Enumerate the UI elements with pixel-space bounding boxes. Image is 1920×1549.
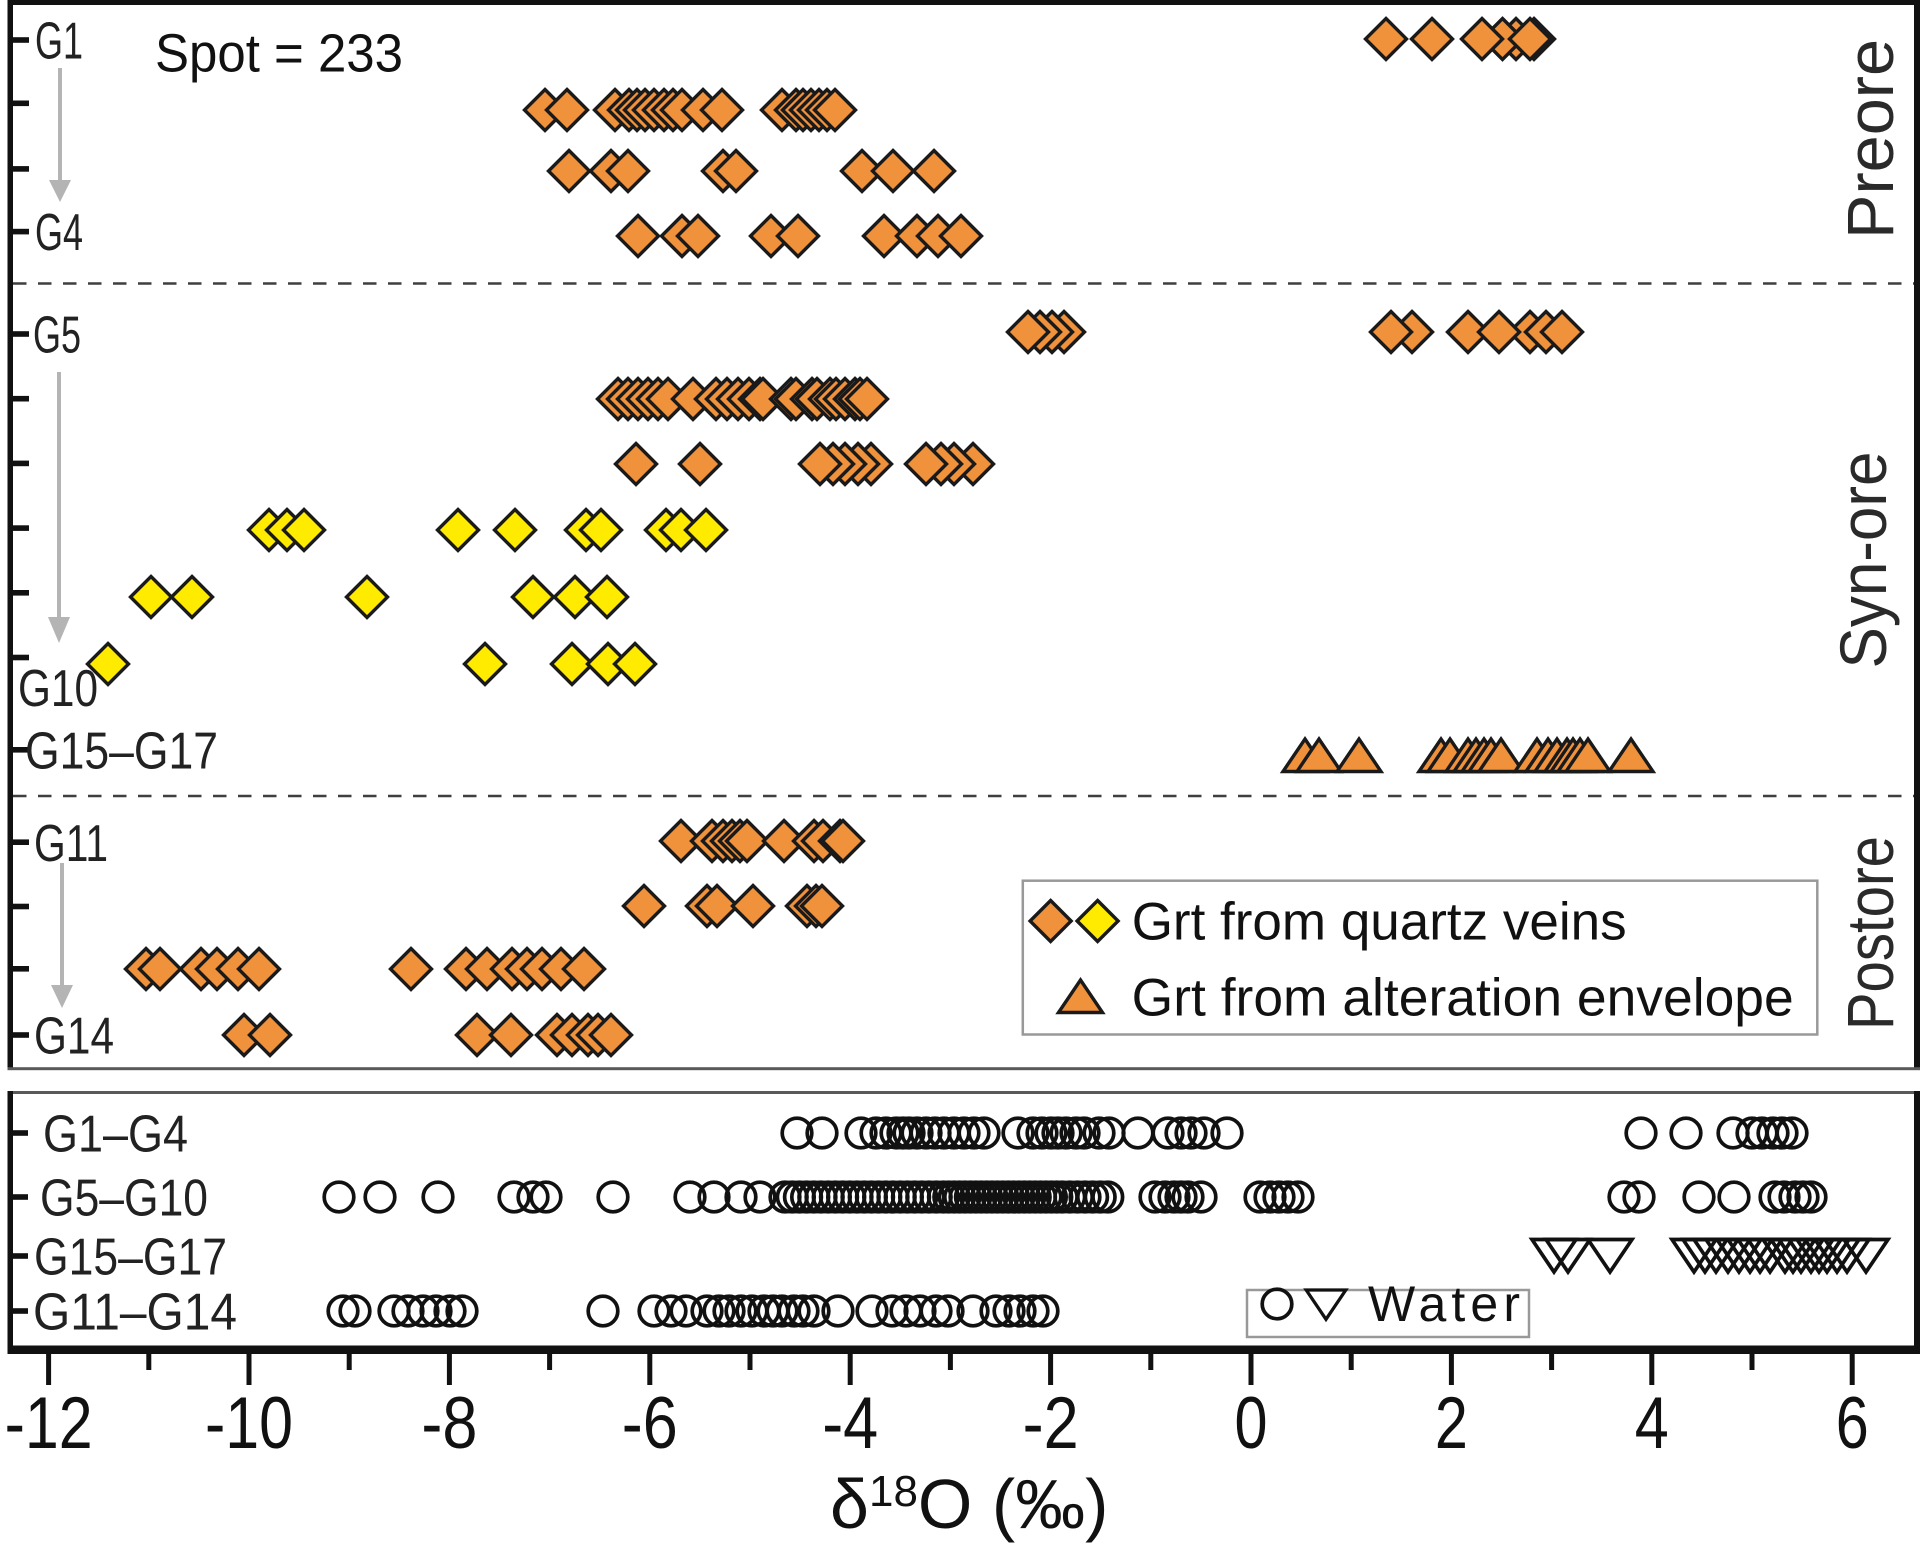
svg-text:G15–G17: G15–G17 bbox=[25, 722, 218, 780]
svg-text:-4: -4 bbox=[822, 1383, 878, 1464]
svg-text:2: 2 bbox=[1435, 1383, 1468, 1464]
svg-text:Grt from alteration envelope: Grt from alteration envelope bbox=[1132, 969, 1794, 1028]
svg-text:-12: -12 bbox=[5, 1383, 93, 1464]
svg-text:G14: G14 bbox=[34, 1008, 114, 1066]
svg-text:Spot = 233: Spot = 233 bbox=[155, 24, 403, 84]
svg-text:G4: G4 bbox=[35, 204, 83, 262]
svg-text:-8: -8 bbox=[421, 1383, 477, 1464]
svg-text:Postore: Postore bbox=[1833, 836, 1907, 1030]
svg-text:Grt from quartz veins: Grt from quartz veins bbox=[1132, 893, 1627, 952]
svg-text:G5: G5 bbox=[33, 307, 81, 365]
svg-text:-10: -10 bbox=[205, 1383, 293, 1464]
svg-text:G1: G1 bbox=[35, 13, 83, 71]
svg-text:G11: G11 bbox=[34, 815, 108, 873]
svg-text:Preore: Preore bbox=[1833, 39, 1907, 239]
svg-text:G1–G4: G1–G4 bbox=[43, 1106, 188, 1164]
svg-text:4: 4 bbox=[1635, 1383, 1669, 1464]
svg-text:6: 6 bbox=[1836, 1383, 1869, 1464]
svg-text:G15–G17: G15–G17 bbox=[34, 1229, 227, 1287]
svg-text:-6: -6 bbox=[622, 1383, 678, 1464]
svg-text:-2: -2 bbox=[1023, 1383, 1079, 1464]
svg-text:0: 0 bbox=[1235, 1383, 1268, 1464]
svg-text:Water: Water bbox=[1368, 1276, 1520, 1332]
svg-text:G10: G10 bbox=[18, 660, 98, 718]
svg-text:G11–G14: G11–G14 bbox=[33, 1284, 237, 1342]
svg-text:G5–G10: G5–G10 bbox=[40, 1170, 208, 1228]
svg-text:Syn-ore: Syn-ore bbox=[1826, 452, 1900, 669]
